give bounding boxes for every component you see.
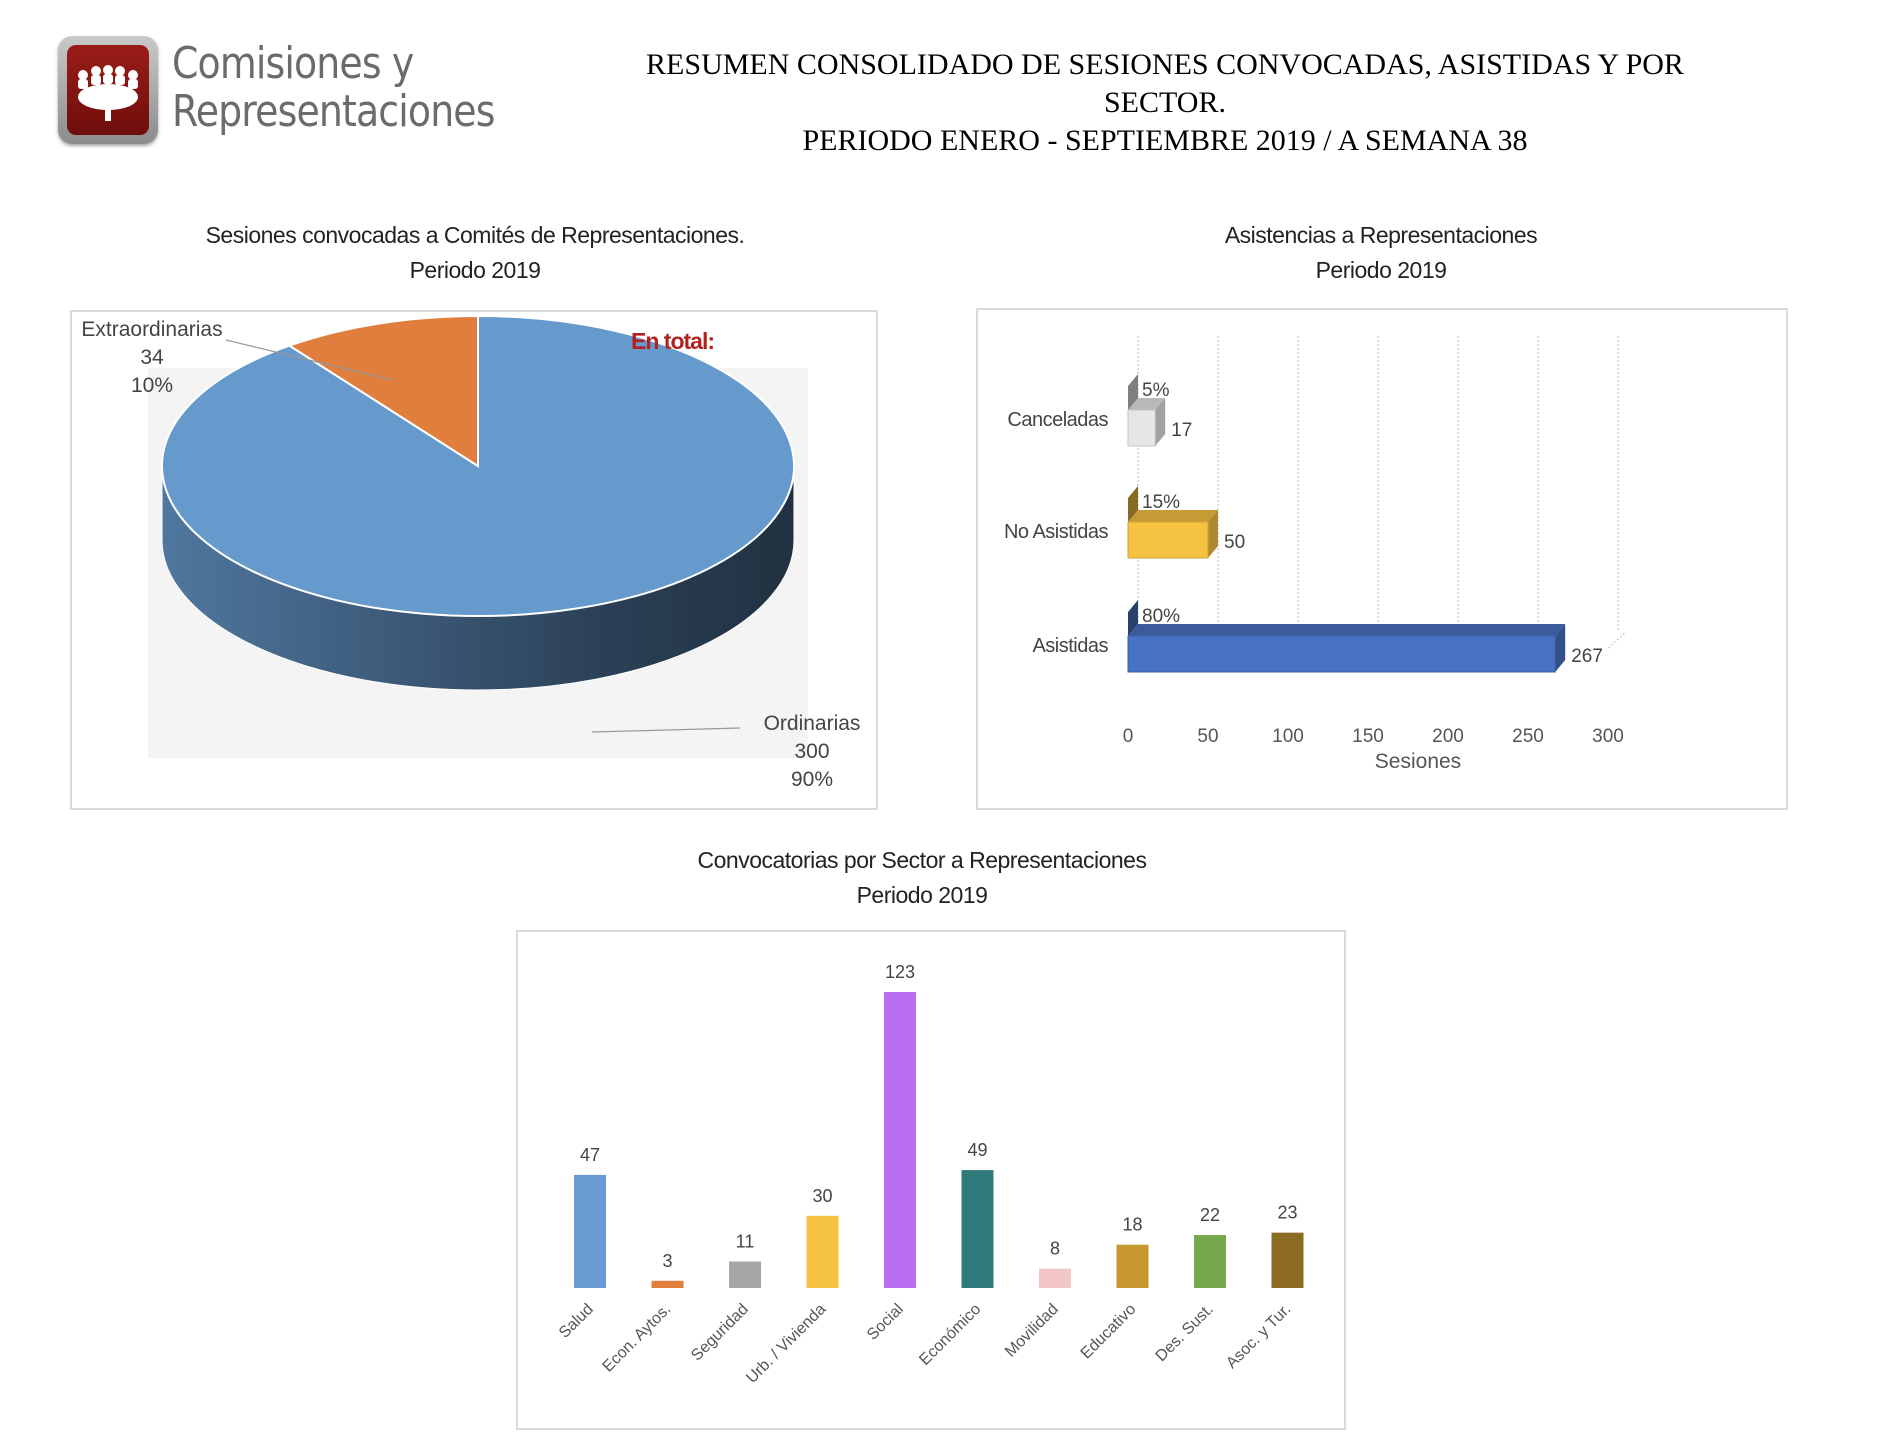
hbar-value-label: 50 — [1224, 532, 1245, 553]
pie-chart-panel: En total: Ordinarias 300 90% Extraordinarias… — [70, 310, 878, 810]
hbar-title: Asistencias a Representaciones — [1224, 222, 1538, 248]
hbar-bar-asistidas — [1127, 635, 1556, 673]
sector-bar-1 — [651, 1280, 684, 1288]
hbar-chart-panel: 0 50 100 150 200 250 300 Canceladas 5% 17 No Asist… — [976, 308, 1788, 810]
bar-chart-title: Asistencias a Representaciones Periodo 2… — [976, 218, 1786, 288]
sector-category-label: Urb. / Vivienda — [743, 1301, 829, 1387]
sector-category-label: Movilidad — [1002, 1301, 1062, 1361]
hbar-category-label: Canceladas — [1007, 409, 1108, 431]
sector-bar-5 — [961, 1170, 994, 1288]
sector-bar-9 — [1271, 1232, 1304, 1288]
hbar-x-tick-label: 300 — [1592, 726, 1624, 747]
sector-value-label: 30 — [812, 1186, 832, 1206]
logo-text: Comisiones y Representaciones — [172, 40, 495, 136]
sector-category-label: Des. Sust. — [1153, 1301, 1217, 1365]
sector-chart: 47 Salud 3 Econ. Aytos. 11 Seguridad 30 Urb. / … — [556, 962, 1304, 1387]
sector-category-label: Social — [864, 1301, 907, 1344]
ordinarias-value: 300 — [794, 740, 829, 763]
pie-title: Sesiones convocadas a Comités de Represe… — [205, 222, 745, 248]
hbar-bar-riser — [1128, 600, 1138, 636]
hbar-bar-side — [1208, 510, 1218, 558]
extraordinarias-leader-line — [225, 339, 393, 381]
extraordinarias-value: 34 — [140, 346, 164, 369]
sector-value-label: 47 — [580, 1145, 600, 1165]
pie-chart: En total: Ordinarias 300 90% Extraordinarias… — [81, 314, 861, 791]
hbar-bar-riser — [1128, 486, 1138, 522]
hbar-subtitle: Periodo 2019 — [1315, 257, 1447, 283]
sector-bar-2 — [729, 1261, 761, 1288]
page-title: RESUMEN CONSOLIDADO DE SESIONES CONVOCAD… — [560, 46, 1770, 160]
hbar-bar-top — [1128, 624, 1566, 636]
title-line-1: RESUMEN CONSOLIDADO DE SESIONES CONVOCAD… — [646, 48, 1684, 81]
ordinarias-label: Ordinarias — [764, 712, 861, 735]
sector-value-label: 3 — [662, 1251, 672, 1271]
hbar-category-label: Asistidas — [1032, 635, 1108, 657]
hbar-percent-label: 15% — [1142, 492, 1180, 513]
sector-category-label: Salud — [556, 1301, 597, 1342]
hbar-x-tick-label: 150 — [1352, 726, 1384, 747]
sector-value-label: 23 — [1277, 1203, 1297, 1223]
sector-bar-3 — [806, 1215, 839, 1288]
ordinarias-percent: 90% — [791, 768, 833, 791]
hbar-category-label: No Asistidas — [1004, 521, 1109, 543]
sector-bar-6 — [1039, 1268, 1071, 1288]
title-line-2: SECTOR. — [1104, 86, 1226, 119]
sector-category-label: Asoc. y Tur. — [1223, 1301, 1294, 1372]
extraordinarias-percent: 10% — [131, 374, 173, 397]
sector-value-label: 22 — [1200, 1205, 1220, 1225]
hbar-bar-side — [1555, 624, 1566, 672]
sector-chart-title: Convocatorias por Sector a Representacio… — [516, 843, 1328, 913]
hbar-x-tick-label: 0 — [1123, 726, 1134, 747]
hbar-x-axis-title: Sesiones — [1375, 750, 1461, 773]
sector-bar-0 — [574, 1174, 606, 1288]
hbar-x-tick-label: 200 — [1432, 726, 1464, 747]
sector-value-label: 49 — [967, 1140, 987, 1160]
hbar-bar-no-asistidas — [1127, 521, 1209, 559]
hbar-bar-top — [1128, 510, 1218, 522]
logo-icon — [58, 36, 158, 144]
logo-line-1: Comisiones y — [172, 38, 414, 89]
sector-category-label: Seguridad — [688, 1301, 752, 1365]
hbar-bar-riser — [1128, 374, 1138, 410]
pie-annotation: En total: — [631, 328, 714, 354]
sector-value-label: 18 — [1122, 1215, 1142, 1235]
pie-slice-extraordinarias — [287, 314, 479, 468]
sector-category-label: Econ. Aytos. — [600, 1301, 675, 1376]
title-line-3: PERIODO ENERO - SEPTIEMBRE 2019 / A SEMA… — [802, 124, 1528, 157]
hbar-percent-label: 5% — [1142, 380, 1170, 401]
sector-bar-8 — [1194, 1235, 1226, 1288]
pie-subtitle: Periodo 2019 — [409, 257, 541, 283]
sector-bar-7 — [1116, 1244, 1149, 1288]
sector-value-label: 11 — [736, 1232, 755, 1252]
logo-line-2: Representaciones — [172, 86, 495, 137]
hbar-percent-label: 80% — [1142, 606, 1180, 627]
hbar-x-tick-label: 250 — [1512, 726, 1544, 747]
sector-value-label: 8 — [1050, 1239, 1060, 1259]
sector-subtitle: Periodo 2019 — [856, 882, 988, 908]
sector-title: Convocatorias por Sector a Representacio… — [697, 847, 1147, 873]
hbar-value-label: 17 — [1171, 420, 1192, 441]
hbar-bar-top — [1128, 398, 1166, 410]
hbar-x-tick-label: 100 — [1272, 726, 1304, 747]
hbar-chart: 0 50 100 150 200 250 300 Canceladas 5%17 No Asist… — [1004, 336, 1627, 773]
logo: Comisiones y Representaciones — [58, 36, 495, 148]
extraordinarias-label: Extraordinarias — [81, 318, 222, 341]
sector-value-label: 123 — [885, 962, 915, 982]
hbar-value-label: 267 — [1571, 646, 1603, 667]
hbar-gridline-floor — [1607, 631, 1627, 649]
pie-chart-title: Sesiones convocadas a Comités de Represe… — [70, 218, 880, 288]
hbar-bar-canceladas — [1127, 409, 1156, 447]
ordinarias-leader-line — [591, 727, 741, 733]
sector-category-label: Económico — [916, 1301, 984, 1369]
sector-category-label: Educativo — [1078, 1301, 1140, 1363]
hbar-x-tick-label: 50 — [1197, 726, 1218, 747]
sector-chart-panel: 47 Salud 3 Econ. Aytos. 11 Seguridad 30 Urb. / … — [516, 930, 1346, 1430]
sector-bar-4 — [884, 992, 916, 1288]
hbar-bar-side — [1155, 398, 1166, 446]
